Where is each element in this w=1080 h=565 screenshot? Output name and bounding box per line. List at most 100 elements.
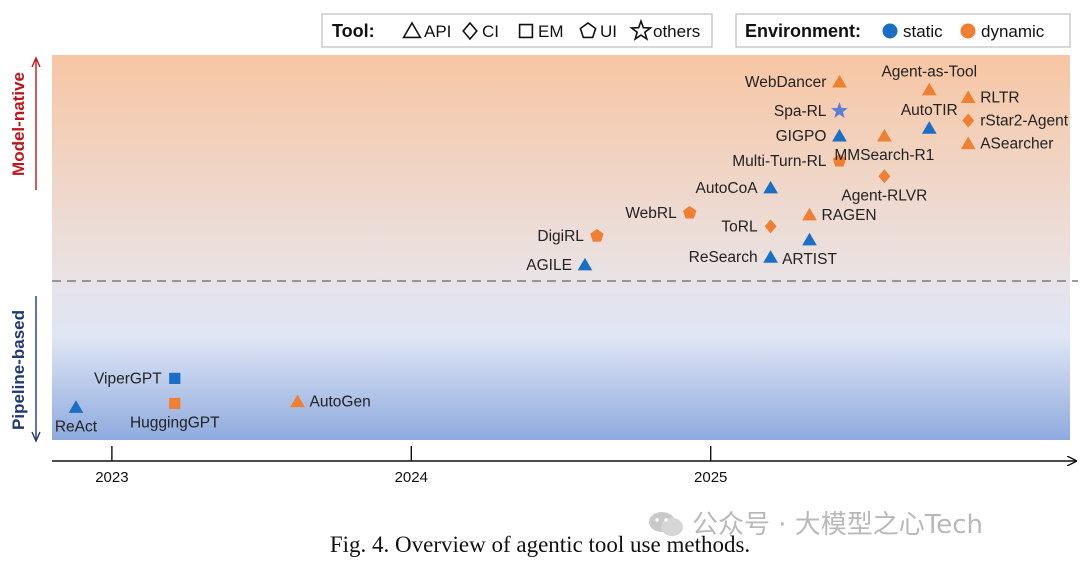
point-webrl: WebRL [625, 205, 697, 222]
triangle-marker [960, 136, 976, 150]
square-legend-icon [518, 23, 534, 39]
point-label: ViperGPT [94, 370, 162, 387]
point-label: ToRL [721, 218, 758, 235]
diamond-marker [962, 113, 975, 128]
point-mmsearch-r1: MMSearch-R1 [834, 128, 934, 164]
point-agent-as-tool: Agent-as-Tool [881, 64, 977, 96]
star-legend-icon [629, 18, 653, 41]
triangle-marker [877, 128, 892, 142]
point-research: ReSearch [689, 249, 778, 266]
point-label: HuggingGPT [130, 414, 220, 431]
point-autocoa: AutoCoA [696, 180, 778, 197]
point-label: WebDancer [745, 74, 827, 91]
triangle-marker [577, 257, 593, 271]
pentagon-marker [683, 205, 697, 219]
point-label: ASearcher [980, 136, 1053, 153]
square-marker [169, 372, 181, 384]
region-model-native [52, 55, 1070, 282]
point-agent-rlvr: Agent-RLVR [841, 169, 927, 204]
point-label: AutoTIR [901, 102, 958, 119]
point-label: ReAct [55, 418, 98, 435]
triangle-marker [832, 128, 847, 142]
watermark-text: 公众号 · 大模型之心Tech [692, 510, 984, 540]
diamond-legend-icon [462, 21, 478, 41]
tool-legend-title: Tool: [332, 21, 375, 41]
tool-legend-label: UI [600, 22, 617, 41]
triangle-marker [763, 180, 778, 194]
point-label: Spa-RL [774, 103, 827, 120]
figure-caption: Fig. 4. Overview of agentic tool use met… [329, 532, 751, 557]
point-react: ReAct [55, 400, 98, 435]
point-label: DigiRL [537, 228, 584, 245]
triangle-marker [68, 400, 84, 413]
tool-legend-label: others [653, 22, 700, 41]
triangle-marker [802, 207, 817, 221]
triangle-marker [921, 121, 937, 134]
point-label: AGILE [526, 257, 572, 274]
square-marker [169, 397, 181, 410]
diamond-marker [878, 169, 891, 184]
point-rltr: RLTR [960, 89, 1020, 106]
data-points: ReAct ViperGPT HuggingGPT AutoGen AGILE DigiR… [55, 64, 1069, 436]
triangle-marker [290, 394, 305, 408]
environment-legend-title: Environment: [745, 21, 861, 41]
tool-legend-label: CI [482, 22, 499, 41]
diamond-marker [764, 219, 777, 234]
point-webdancer: WebDancer [745, 74, 847, 91]
point-torl: ToRL [721, 218, 777, 235]
pipeline-based-label: Pipeline-based [9, 310, 28, 430]
point-multi-turn-rl: Multi-Turn-RL [732, 153, 847, 170]
point-vipergpt: ViperGPT [94, 370, 181, 387]
point-label: Agent-as-Tool [881, 64, 977, 81]
triangle-marker [763, 250, 778, 263]
point-label: rStar2-Agent [980, 112, 1069, 129]
x-tick-label: 2023 [95, 469, 128, 486]
environment-legend-label: static [903, 22, 943, 41]
point-label: WebRL [625, 205, 677, 222]
point-spa-rl: Spa-RL [774, 102, 848, 120]
triangle-marker [802, 232, 817, 246]
point-label: AutoCoA [696, 180, 759, 197]
x-tick-label: 2024 [395, 469, 428, 486]
point-asearcher: ASearcher [960, 136, 1053, 153]
region-label-model-native: Model-native [9, 56, 41, 190]
point-ragen: RAGEN [802, 207, 877, 224]
point-digirl: DigiRL [537, 228, 604, 245]
star-marker [831, 102, 848, 118]
point-label: RLTR [980, 89, 1019, 106]
watermark: 公众号 · 大模型之心Tech [648, 504, 983, 541]
static-legend-dot [882, 23, 898, 39]
tool-legend-label: EM [538, 22, 564, 41]
point-label: ARTIST [782, 251, 837, 268]
point-label: ReSearch [689, 249, 758, 266]
point-label: Multi-Turn-RL [732, 153, 827, 170]
environment-legend-label: dynamic [981, 22, 1045, 41]
region-label-pipeline-based: Pipeline-based [9, 296, 41, 443]
point-label: RAGEN [822, 207, 877, 224]
dynamic-legend-dot [960, 23, 976, 39]
x-tick-label: 2025 [694, 469, 727, 486]
pentagon-marker [590, 228, 604, 242]
pentagon-marker [832, 153, 847, 167]
point-autotir: AutoTIR [901, 102, 958, 134]
tool-legend: Tool: API CI EM UI others [321, 13, 713, 48]
environment-legend: Environment: static dynamic [735, 13, 1071, 48]
point-label: Agent-RLVR [841, 187, 927, 204]
triangle-marker [960, 90, 976, 103]
region-pipeline-based [52, 282, 1070, 440]
point-gigpo: GIGPO [776, 128, 847, 145]
point-label: AutoGen [310, 394, 371, 411]
point-rstar2-agent: rStar2-Agent [962, 112, 1069, 129]
triangle-marker [921, 82, 937, 96]
point-artist: ARTIST [782, 232, 837, 268]
triangle-legend-icon [402, 21, 422, 39]
tool-legend-label: API [424, 22, 451, 41]
wechat-icon [649, 512, 683, 536]
model-native-label: Model-native [9, 72, 28, 176]
x-axis-ticks: 2023 2024 2025 [95, 446, 727, 486]
pentagon-legend-icon [579, 22, 597, 39]
point-label: GIGPO [776, 128, 827, 145]
point-label: MMSearch-R1 [834, 147, 934, 164]
triangle-marker [832, 74, 847, 88]
